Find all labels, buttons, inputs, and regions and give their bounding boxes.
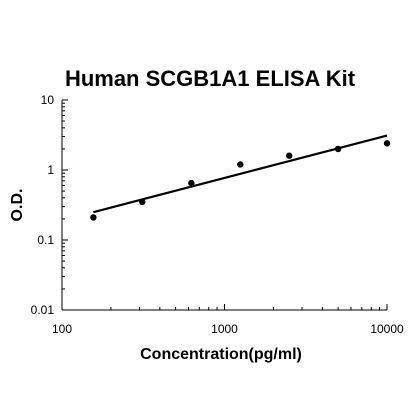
y-tick-label: 1 — [47, 163, 54, 177]
x-tick-label: 100 — [52, 322, 72, 336]
chart-title: Human SCGB1A1 ELISA Kit — [64, 66, 356, 91]
x-tick-label: 10000 — [370, 322, 404, 336]
data-point — [139, 198, 146, 206]
axes — [61, 99, 388, 311]
tick-labels: 0.01 0.1 1 10 100 1000 10000 — [31, 93, 404, 336]
data-point — [285, 152, 293, 159]
trendline-group — [93, 134, 388, 214]
y-tick-label: 10 — [41, 93, 55, 107]
x-axis-label: Concentration(pg/ml) — [140, 346, 302, 363]
data-point — [334, 145, 342, 153]
y-tick-label: 0.01 — [31, 303, 55, 317]
data-point — [90, 214, 97, 221]
data-point — [188, 179, 195, 187]
data-points — [90, 140, 391, 221]
data-point — [383, 140, 391, 147]
y-tick-label: 0.1 — [37, 233, 54, 247]
trendline — [93, 134, 388, 214]
data-point — [237, 161, 244, 168]
x-tick-label: 1000 — [211, 322, 238, 336]
